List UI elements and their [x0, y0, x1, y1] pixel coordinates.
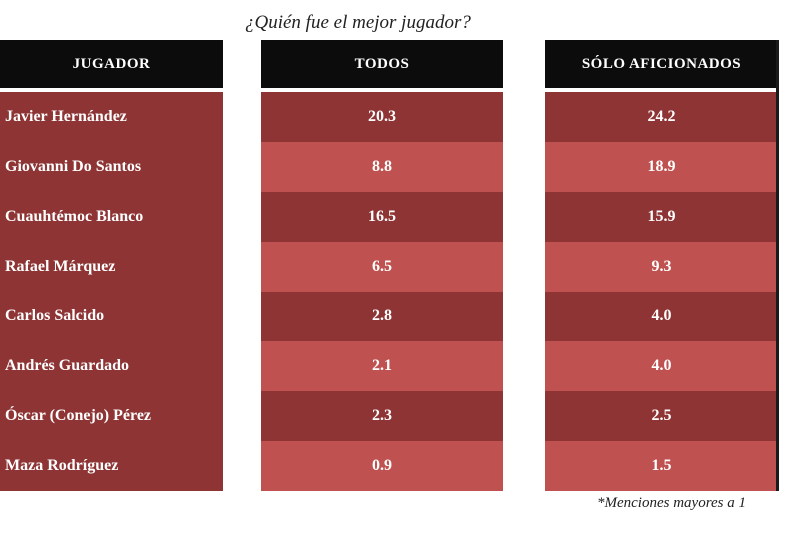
column-shadow-edge	[776, 40, 779, 491]
aficionados-rows: 24.2 18.9 15.9 9.3 4.0 4.0 2.5 1.5	[545, 92, 778, 491]
todos-column: TODOS 20.3 8.8 16.5 6.5 2.8 2.1 2.3 0.9	[261, 40, 503, 491]
todos-value-cell: 20.3	[261, 92, 503, 142]
todos-value-cell: 0.9	[261, 441, 503, 491]
todos-value-cell: 16.5	[261, 191, 503, 242]
player-name-cell: Andrés Guardado	[0, 341, 223, 392]
aficionados-column: SÓLO AFICIONADOS 24.2 18.9 15.9 9.3 4.0 4.0 2.…	[545, 40, 778, 491]
footnote: *Menciones mayores a 1	[597, 495, 746, 511]
aficionados-value-cell: 18.9	[545, 141, 778, 192]
todos-value-cell: 2.3	[261, 391, 503, 442]
todos-column-header: TODOS	[261, 40, 503, 88]
todos-value-cell: 8.8	[261, 141, 503, 192]
aficionados-value-cell: 2.5	[545, 391, 778, 442]
player-column-header: JUGADOR	[0, 40, 223, 88]
aficionados-value-cell: 1.5	[545, 441, 778, 491]
todos-value-cell: 6.5	[261, 241, 503, 292]
player-rows: Javier Hernández Giovanni Do Santos Cuauht…	[0, 92, 223, 491]
player-name-cell: Maza Rodríguez	[0, 441, 223, 491]
player-name-cell: Javier Hernández	[0, 92, 223, 142]
aficionados-value-cell: 9.3	[545, 241, 778, 292]
todos-value-cell: 2.1	[261, 341, 503, 392]
aficionados-value-cell: 4.0	[545, 341, 778, 392]
player-name-cell: Óscar (Conejo) Pérez	[0, 391, 223, 442]
todos-value-cell: 2.8	[261, 291, 503, 342]
player-name-cell: Cuauhtémoc Blanco	[0, 191, 223, 242]
aficionados-column-header: SÓLO AFICIONADOS	[545, 40, 778, 88]
todos-rows: 20.3 8.8 16.5 6.5 2.8 2.1 2.3 0.9	[261, 92, 503, 491]
aficionados-value-cell: 24.2	[545, 92, 778, 142]
aficionados-value-cell: 4.0	[545, 291, 778, 342]
player-name-cell: Giovanni Do Santos	[0, 141, 223, 192]
chart-title: ¿Quién fue el mejor jugador?	[245, 12, 471, 33]
aficionados-value-cell: 15.9	[545, 191, 778, 242]
player-name-cell: Rafael Márquez	[0, 241, 223, 292]
player-column: JUGADOR Javier Hernández Giovanni Do Sant…	[0, 40, 223, 491]
player-name-cell: Carlos Salcido	[0, 291, 223, 342]
